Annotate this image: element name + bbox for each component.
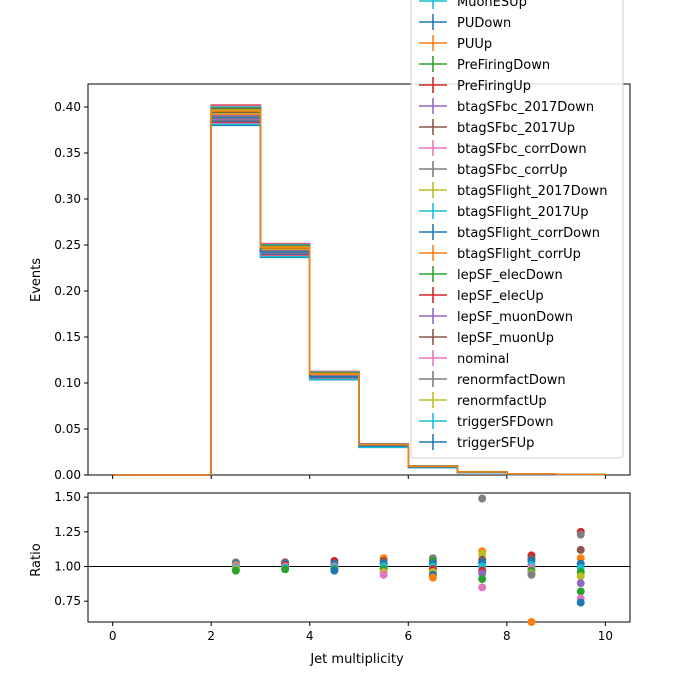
- legend-entry: triggerSFDown: [419, 413, 553, 430]
- events-panel: 0.00 0.05 0.10 0.15 0.20 0.25 0.30 0.35 0.40 Eve…: [29, 0, 631, 482]
- legend-entry: PUDown: [419, 14, 511, 31]
- ratio-point: [527, 570, 536, 579]
- legend-label: lepSF_muonUp: [457, 331, 554, 346]
- legend-entry: btagSFlight_corrDown: [419, 224, 600, 241]
- legend-entry: lepSF_muonUp: [419, 329, 554, 346]
- legend-label: btagSFbc_corrDown: [457, 142, 587, 157]
- ratio-point: [478, 550, 487, 559]
- legend-entry: btagSFlight_corrUp: [419, 245, 581, 262]
- legend-label: triggerSFDown: [457, 415, 553, 430]
- ratio-point: [231, 566, 240, 575]
- legend-label: MuonESUp: [457, 0, 527, 10]
- legend-entry: lepSF_muonDown: [419, 308, 573, 325]
- legend-label: btagSFbc_2017Up: [457, 121, 575, 136]
- y-tick-label: 0.05: [54, 422, 81, 436]
- y-tick-label: 0.25: [54, 238, 81, 252]
- histogram-steps: [112, 104, 607, 476]
- ratio-point: [281, 565, 290, 574]
- legend-label: nominal: [457, 352, 509, 367]
- legend-entry: btagSFlight_2017Up: [419, 203, 588, 220]
- y-tick-label: 1.50: [54, 490, 81, 504]
- legend-label: lepSF_elecUp: [457, 289, 544, 304]
- y-tick-label: 0.20: [54, 284, 81, 298]
- y-tick-label: 0.30: [54, 192, 81, 206]
- legend-label: btagSFbc_corrUp: [457, 163, 568, 178]
- ratio-point: [478, 494, 487, 503]
- ratio-points: [231, 494, 585, 626]
- y-tick-label: 0.35: [54, 146, 81, 160]
- legend-label: btagSFlight_corrUp: [457, 247, 581, 262]
- ratio-axes-frame: [87, 492, 631, 623]
- ratio-point: [478, 569, 487, 578]
- x-tick-label: 8: [503, 629, 511, 643]
- ratio-point: [428, 573, 437, 582]
- legend-entry: PreFiringDown: [419, 56, 550, 73]
- ratio-point: [576, 579, 585, 588]
- legend-label: renormfactUp: [457, 394, 547, 409]
- legend-entry: triggerSFUp: [419, 434, 534, 451]
- legend-entry: btagSFbc_corrDown: [419, 140, 587, 157]
- legend-entry: btagSFbc_2017Up: [419, 119, 575, 136]
- legend-entry: renormfactUp: [419, 392, 547, 409]
- y-tick-label: 0.75: [54, 594, 81, 608]
- legend-label: PUDown: [457, 16, 511, 31]
- ratio-panel: 0.75 1.00 1.25 1.50 0 2 4 6 8 10 Ratio Jet multi…: [29, 490, 631, 667]
- x-tick-label: 6: [404, 629, 412, 643]
- legend-entry: PUUp: [419, 35, 492, 52]
- y-tick-label: 1.00: [54, 560, 81, 574]
- legend-label: btagSFlight_corrDown: [457, 226, 600, 241]
- ratio-point: [576, 587, 585, 596]
- ratio-point: [379, 570, 388, 579]
- ratio-x-ticks: 0 2 4 6 8 10: [109, 622, 613, 643]
- legend-entry: btagSFlight_2017Down: [419, 182, 608, 199]
- ratio-point: [576, 530, 585, 539]
- x-tick-label: 4: [306, 629, 314, 643]
- ratio-point: [478, 575, 487, 583]
- legend-label: btagSFlight_2017Down: [457, 184, 608, 199]
- x-tick-label: 10: [598, 629, 613, 643]
- legend-label: btagSFlight_2017Up: [457, 205, 588, 220]
- events-y-ticks: 0.00 0.05 0.10 0.15 0.20 0.25 0.30 0.35 0.40: [54, 100, 88, 482]
- legend-label: PreFiringUp: [457, 79, 531, 94]
- ratio-y-ticks: 0.75 1.00 1.25 1.50: [54, 490, 88, 608]
- events-x-ticks: [112, 475, 606, 479]
- y-tick-label: 0.00: [54, 468, 81, 482]
- legend-label: PUUp: [457, 37, 492, 52]
- legend-label: lepSF_muonDown: [457, 310, 573, 325]
- histogram-step-series: [112, 110, 607, 476]
- legend-entry: renormfactDown: [419, 371, 566, 388]
- x-tick-label: 2: [207, 629, 215, 643]
- ratio-point: [527, 618, 536, 626]
- legend-entry: MuonESUp: [419, 0, 527, 10]
- legend-entry: btagSFbc_corrUp: [419, 161, 568, 178]
- legend-label: triggerSFUp: [457, 436, 534, 451]
- ratio-y-axis-label: Ratio: [29, 543, 44, 576]
- legend-box: [410, 0, 624, 459]
- legend-entry: lepSF_elecUp: [419, 287, 544, 304]
- y-tick-label: 0.15: [54, 330, 81, 344]
- ratio-point: [576, 554, 585, 563]
- ratio-point: [478, 583, 487, 592]
- events-y-axis-label: Events: [29, 258, 44, 302]
- y-tick-label: 0.40: [54, 100, 81, 114]
- ratio-point: [576, 572, 585, 581]
- x-tick-label: 0: [109, 629, 117, 643]
- legend: MuonESUp PUDown PUUp PreFiringDown PreFiring…: [410, 0, 624, 459]
- legend-label: btagSFbc_2017Down: [457, 100, 594, 115]
- legend-label: lepSF_elecDown: [457, 268, 563, 283]
- x-axis-label: Jet multiplicity: [309, 652, 404, 667]
- y-tick-label: 0.10: [54, 376, 81, 390]
- legend-entry: lepSF_elecDown: [419, 266, 563, 283]
- legend-entry: nominal: [419, 350, 509, 367]
- ratio-point: [576, 545, 585, 554]
- y-tick-label: 1.25: [54, 525, 81, 539]
- ratio-point: [576, 598, 585, 607]
- ratio-point: [330, 566, 339, 575]
- legend-entry: PreFiringUp: [419, 77, 531, 94]
- legend-label: PreFiringDown: [457, 58, 550, 73]
- events-axes-frame: [87, 83, 631, 476]
- legend-entry: btagSFbc_2017Down: [419, 98, 594, 115]
- legend-label: renormfactDown: [457, 373, 566, 388]
